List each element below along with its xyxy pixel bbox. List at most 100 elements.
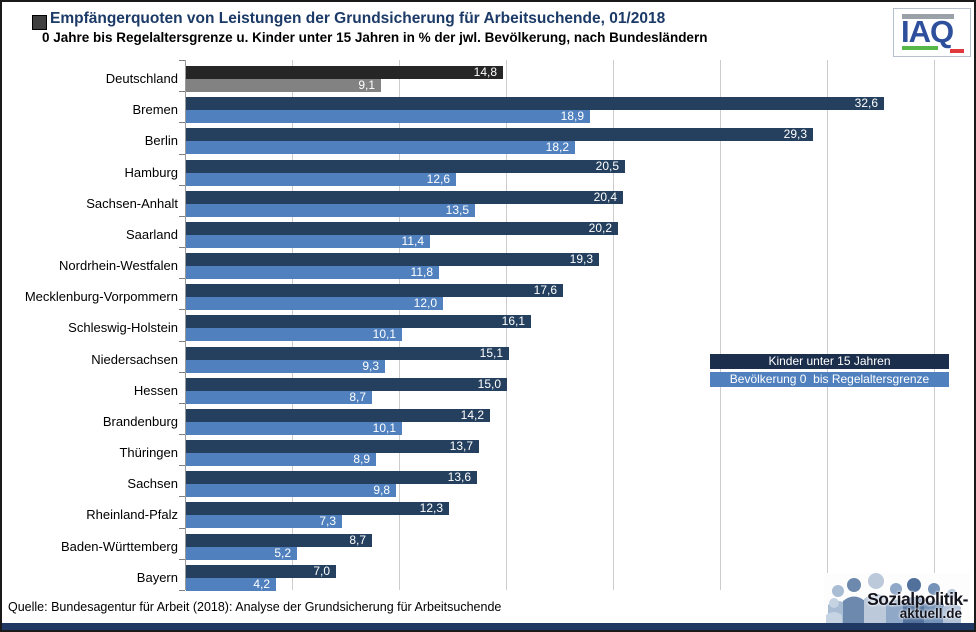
- category-label: Schleswig-Holstein: [68, 320, 178, 335]
- bar-kinder: [186, 315, 531, 328]
- bar-value-label: 20,2: [588, 221, 612, 235]
- bar-kinder: [186, 253, 599, 266]
- axis-tick: [179, 528, 185, 529]
- category-axis-line: [185, 60, 186, 590]
- bar-kinder: [186, 409, 490, 422]
- bar-bevoelkerung: [186, 422, 402, 435]
- axis-tick: [179, 154, 185, 155]
- bar-value-label: 7,0: [313, 564, 330, 578]
- bar-kinder: [186, 565, 336, 578]
- bar-value-label: 4,2: [253, 577, 270, 591]
- bar-value-label: 15,1: [479, 346, 503, 360]
- legend-item-bevoelkerung: Bevölkerung 0 bis Regelaltersgrenze: [710, 372, 949, 387]
- bar-value-label: 9,8: [373, 483, 390, 497]
- bar-value-label: 7,3: [319, 514, 336, 528]
- iaq-logo-text: IAQ: [901, 14, 954, 49]
- bar-value-label: 19,3: [569, 252, 593, 266]
- bar-bevoelkerung: [186, 266, 439, 279]
- iaq-logo-gray-bar: [902, 14, 954, 19]
- title-bullet-icon: [32, 15, 47, 30]
- bar-kinder: [186, 284, 563, 297]
- bar-kinder: [186, 128, 813, 141]
- category-label: Mecklenburg-Vorpommern: [24, 289, 178, 304]
- axis-tick: [179, 341, 185, 342]
- bar-kinder: [186, 222, 618, 235]
- category-label: Hamburg: [124, 165, 178, 180]
- axis-tick: [179, 590, 185, 591]
- bar-value-label: 9,3: [362, 359, 379, 373]
- bar-value-label: 14,2: [460, 408, 484, 422]
- bar-value-label: 8,7: [349, 533, 366, 547]
- bar-value-label: 10,1: [372, 327, 396, 341]
- gridline: [827, 60, 828, 590]
- axis-tick: [179, 559, 185, 560]
- bar-bevoelkerung: [186, 547, 297, 560]
- axis-tick: [179, 309, 185, 310]
- bar-value-label: 20,5: [595, 159, 619, 173]
- bar-bevoelkerung: [186, 235, 430, 248]
- bar-value-label: 12,6: [426, 172, 450, 186]
- chart-subtitle: 0 Jahre bis Regelaltersgrenze u. Kinder …: [42, 30, 708, 45]
- bar-value-label: 15,0: [477, 377, 501, 391]
- axis-tick: [179, 60, 185, 61]
- gridline: [934, 60, 935, 590]
- bar-bevoelkerung: [186, 328, 402, 341]
- bar-kinder: [186, 160, 625, 173]
- axis-tick: [179, 434, 185, 435]
- iaq-logo: IAQ: [893, 8, 971, 57]
- bar-value-label: 11,4: [401, 234, 424, 248]
- axis-tick: [179, 185, 185, 186]
- bar-value-label: 32,6: [854, 96, 878, 110]
- axis-tick: [179, 278, 185, 279]
- legend-item-kinder: Kinder unter 15 Jahren: [710, 354, 949, 369]
- bar-value-label: 13,5: [445, 203, 469, 217]
- bottom-accent-bar: [2, 623, 974, 630]
- bar-value-label: 8,7: [349, 390, 366, 404]
- category-label: Bremen: [132, 102, 178, 117]
- category-label: Thüringen: [119, 445, 178, 460]
- axis-tick: [179, 372, 185, 373]
- category-label: Niedersachsen: [91, 352, 178, 367]
- axis-tick: [179, 496, 185, 497]
- gridline: [613, 60, 614, 590]
- category-label: Sachsen-Anhalt: [86, 196, 178, 211]
- bar-value-label: 18,2: [545, 140, 569, 154]
- category-label: Rheinland-Pfalz: [86, 507, 178, 522]
- category-label: Nordrhein-Westfalen: [59, 258, 178, 273]
- axis-tick: [179, 247, 185, 248]
- bar-bevoelkerung: [186, 453, 376, 466]
- bar-kinder: [186, 66, 503, 79]
- bar-value-label: 5,2: [274, 546, 291, 560]
- bar-value-label: 29,3: [783, 127, 807, 141]
- bar-bevoelkerung: [186, 391, 372, 404]
- bar-value-label: 16,1: [501, 314, 525, 328]
- category-label: Baden-Württemberg: [60, 539, 178, 554]
- bar-value-label: 20,4: [593, 190, 617, 204]
- bar-value-label: 8,9: [353, 452, 370, 466]
- bar-bevoelkerung: [186, 297, 443, 310]
- bar-bevoelkerung: [186, 484, 396, 497]
- bar-value-label: 12,3: [419, 501, 443, 515]
- category-label: Saarland: [125, 227, 178, 242]
- bar-value-label: 13,6: [447, 470, 471, 484]
- bar-kinder: [186, 471, 477, 484]
- bar-value-label: 12,0: [413, 296, 437, 310]
- bar-value-label: 13,7: [449, 439, 473, 453]
- bar-value-label: 18,9: [560, 109, 584, 123]
- category-label: Brandenburg: [102, 414, 178, 429]
- sozialpolitik-logo-text-line1: Sozialpolitik-: [867, 589, 968, 609]
- iaq-logo-red-dash: [950, 49, 964, 53]
- gridline: [720, 60, 721, 590]
- bar-kinder: [186, 534, 372, 547]
- bar-kinder: [186, 191, 623, 204]
- category-label: Sachsen: [127, 476, 178, 491]
- axis-tick: [179, 91, 185, 92]
- bar-bevoelkerung: [186, 141, 575, 154]
- category-label: Hessen: [133, 383, 178, 398]
- bar-bevoelkerung: [186, 79, 381, 92]
- bar-bevoelkerung: [186, 515, 342, 528]
- bar-value-label: 9,1: [358, 78, 375, 92]
- bar-kinder: [186, 347, 509, 360]
- bar-bevoelkerung: [186, 204, 475, 217]
